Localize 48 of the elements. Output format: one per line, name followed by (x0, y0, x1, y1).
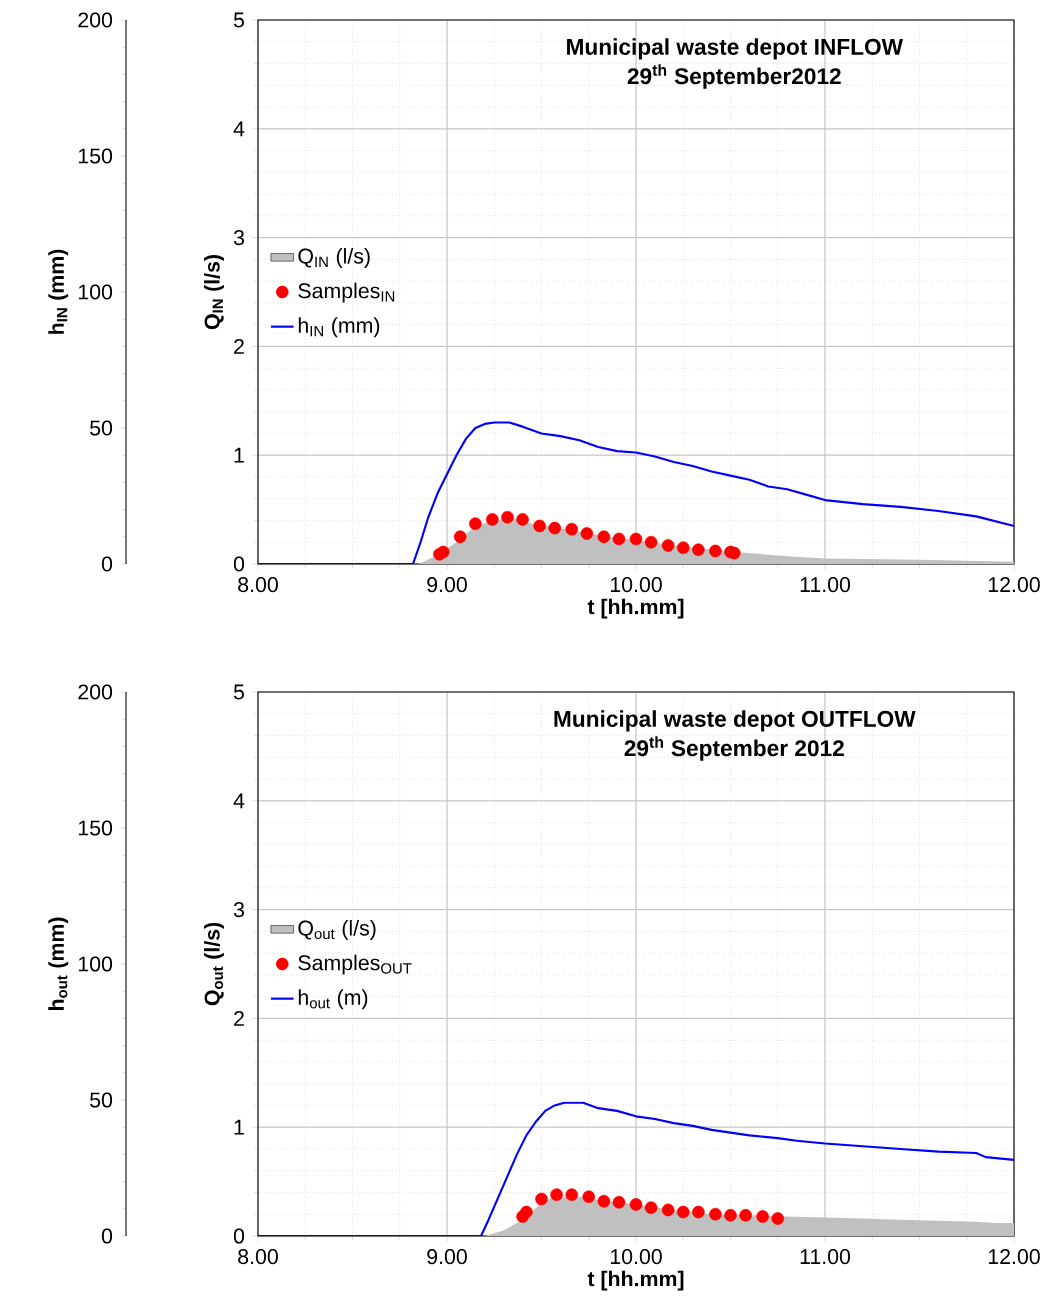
y2-tick-label: 150 (78, 820, 113, 836)
y2-axis-title: h$_{IN}$ (mm) (48, 249, 69, 334)
y2-tick-label: 0 (101, 556, 113, 572)
legend-label: Q$_{out}$ (l/s) (298, 920, 376, 940)
y2-tick-label: 100 (78, 284, 113, 300)
y-tick-label: 0 (233, 1228, 245, 1244)
x-tick-label: 11.00 (800, 1249, 851, 1265)
x-tick-label: 12.00 (988, 577, 1040, 593)
y-tick-label: 1 (234, 1119, 244, 1135)
x-axis-title: t [hh.mm] (587, 598, 684, 619)
y-tick-label: 5 (233, 684, 245, 700)
y2-tick-label: 100 (78, 956, 113, 972)
y-tick-label: 3 (233, 230, 244, 246)
x-tick-label: 9.00 (427, 577, 467, 593)
y-tick-label: 1 (234, 447, 244, 463)
text: Municipal waste depot INFLOW (567, 38, 904, 60)
y2-tick-label: 50 (90, 1092, 113, 1108)
y2-tick-label: 200 (78, 12, 113, 28)
y-axis-title: Q$_{out}$ (l/s) (204, 922, 224, 1006)
y2-tick-label: 0 (101, 1228, 113, 1244)
text: Municipal waste depot OUTFLOW (554, 710, 916, 732)
x-tick-label: 11.00 (800, 577, 851, 593)
x-tick-label: 9.00 (427, 1249, 467, 1265)
x-axis-title: t [hh.mm] (587, 1270, 684, 1291)
x-tick-label: 8.00 (238, 577, 278, 593)
legend-label: h$_{IN}$ (mm) (298, 317, 380, 338)
y-tick-label: 2 (234, 1010, 244, 1026)
x-tick-label: 12.00 (988, 1249, 1040, 1265)
x-tick-label: 8.00 (238, 1249, 278, 1265)
y-tick-label: 5 (233, 12, 245, 28)
y2-tick-label: 150 (78, 148, 113, 164)
legend-label: Samples$_{OUT}$ (298, 954, 412, 975)
text: 29$^{th}$ September2012 (627, 64, 841, 89)
y2-axis-title: h$_{out}$ (mm) (48, 917, 69, 1011)
y2-tick-label: 50 (90, 420, 113, 436)
y2-tick-label: 200 (78, 684, 113, 700)
y-axis-title: Q$_{IN}$ (l/s) (204, 255, 224, 330)
legend-label: Q$_{IN}$ (l/s) (298, 248, 370, 268)
x-tick-label: 10.00 (610, 1249, 662, 1265)
y-tick-label: 0 (233, 556, 245, 572)
y-tick-label: 4 (233, 793, 245, 809)
y-tick-label: 3 (233, 902, 244, 918)
legend-label: Samples$_{IN}$ (298, 282, 395, 303)
y-tick-label: 4 (233, 121, 245, 137)
x-tick-label: 10.00 (610, 577, 662, 593)
text: 29$^{th}$ September 2012 (624, 736, 844, 761)
legend-label: h$_{out}$ (m) (298, 989, 368, 1010)
y-tick-label: 2 (234, 338, 244, 354)
